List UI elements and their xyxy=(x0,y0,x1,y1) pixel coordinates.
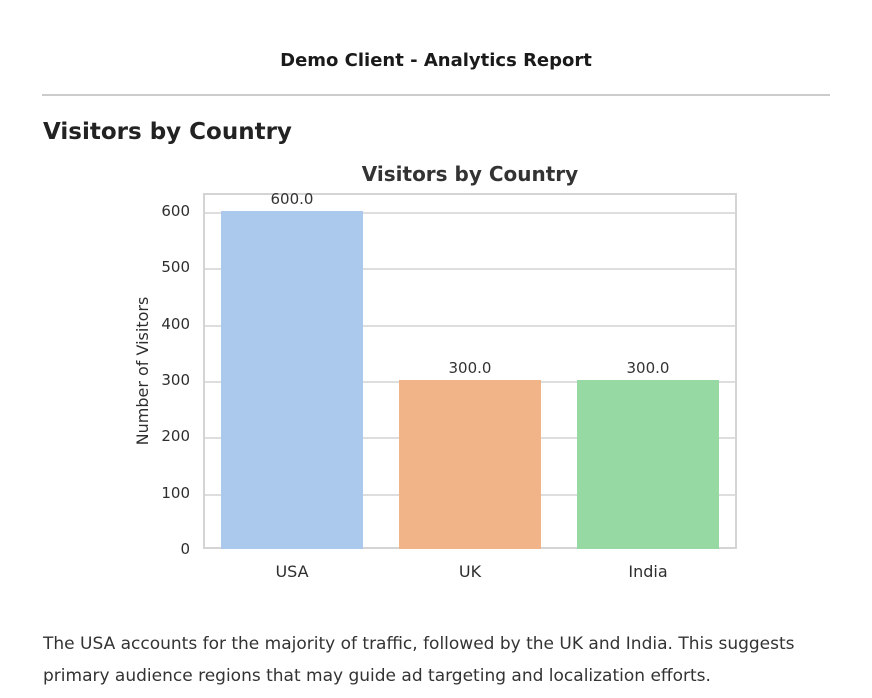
y-tick-600: 600 xyxy=(161,202,190,221)
x-tick-uk: UK xyxy=(458,562,482,581)
bar-uk xyxy=(398,380,542,549)
y-tick-400: 400 xyxy=(161,314,190,333)
bar-india xyxy=(576,380,720,549)
x-tick-usa: USA xyxy=(275,562,309,581)
chart-title: Visitors by Country xyxy=(361,162,579,186)
gridline-400 xyxy=(205,324,735,327)
bar-value-label-uk: 300.0 xyxy=(448,359,492,377)
y-tick-0: 0 xyxy=(180,540,190,558)
y-tick-500: 500 xyxy=(161,258,190,277)
y-tick-300: 300 xyxy=(161,371,190,389)
gridline-600 xyxy=(205,212,735,215)
bar-value-label-india: 300.0 xyxy=(626,359,670,377)
section-title: Visitors by Country xyxy=(43,119,292,145)
header-divider xyxy=(42,94,830,96)
y-tick-200: 200 xyxy=(161,427,190,446)
gridline-500 xyxy=(205,268,735,271)
summary-text: The USA accounts for the majority of tra… xyxy=(43,634,795,686)
bar-usa xyxy=(220,211,364,549)
chart: Visitors by Country Number of Visitors 0… xyxy=(0,160,872,584)
bar-value-label-usa: 600.0 xyxy=(270,190,314,209)
x-tick-india: India xyxy=(628,562,668,581)
y-tick-100: 100 xyxy=(161,483,190,502)
report-header-title: Demo Client - Analytics Report xyxy=(280,50,592,71)
